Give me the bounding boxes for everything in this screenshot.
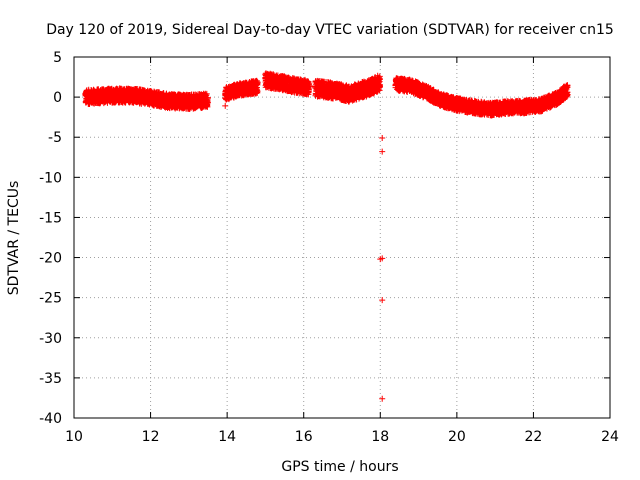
data-points xyxy=(82,70,571,402)
